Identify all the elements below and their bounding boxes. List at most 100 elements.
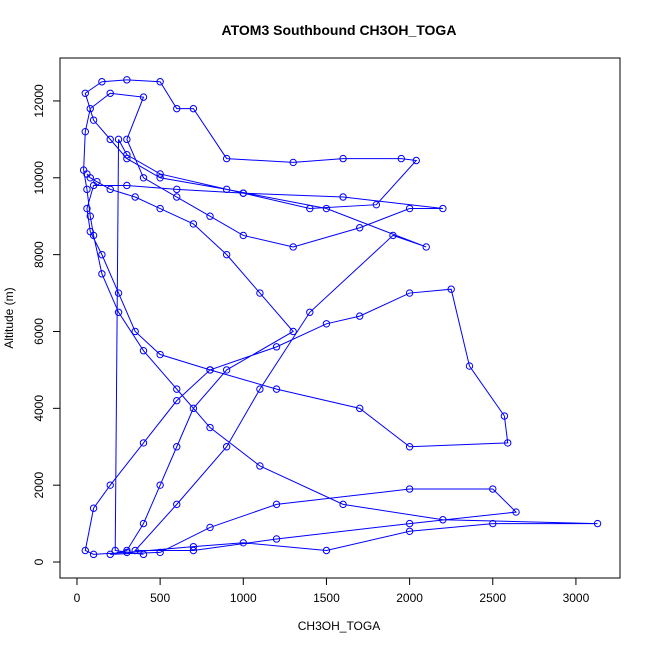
data-point <box>106 185 114 194</box>
data-point <box>173 385 181 393</box>
data-point <box>98 78 106 86</box>
data-point <box>139 346 148 355</box>
data-point <box>156 548 164 557</box>
data-point <box>123 151 131 159</box>
data-point <box>322 546 331 555</box>
data-point <box>439 204 447 213</box>
y-tick-label: 8000 <box>32 241 46 268</box>
data-point <box>405 289 414 297</box>
data-point <box>79 166 88 174</box>
data-point <box>83 204 91 213</box>
data-point <box>173 396 181 405</box>
data-point <box>222 366 231 374</box>
data-point <box>405 204 414 213</box>
data-point <box>289 327 297 336</box>
x-tick-label: 3000 <box>563 591 590 605</box>
data-point <box>593 519 602 528</box>
data-point <box>111 546 119 555</box>
data-point <box>156 78 164 86</box>
data-point <box>222 443 231 451</box>
data-point <box>339 193 347 201</box>
data-point <box>173 500 181 509</box>
data-point <box>206 523 214 532</box>
y-tick-label: 6000 <box>32 318 46 345</box>
data-point <box>156 170 164 178</box>
data-point <box>504 439 512 447</box>
data-point <box>123 154 131 163</box>
y-tick-label: 10000 <box>32 161 46 195</box>
data-point <box>86 104 94 113</box>
data-point <box>289 243 297 251</box>
data-point <box>339 500 347 509</box>
data-point <box>156 481 164 489</box>
data-point <box>289 158 297 167</box>
data-point <box>173 193 181 201</box>
data-point <box>83 185 91 194</box>
data-point <box>389 231 397 240</box>
data-point <box>139 519 148 528</box>
data-point <box>339 154 347 163</box>
data-point <box>306 308 314 316</box>
data-point <box>89 550 98 559</box>
data-point <box>405 519 414 528</box>
data-point <box>131 546 139 555</box>
data-point <box>256 385 264 393</box>
data-point <box>106 550 114 559</box>
data-point <box>465 362 474 370</box>
data-point <box>173 443 181 451</box>
data-point <box>89 181 98 190</box>
x-tick-label: 2000 <box>396 591 423 605</box>
data-point <box>272 535 281 543</box>
data-point <box>114 289 123 297</box>
data-point <box>86 212 94 220</box>
data-point <box>123 135 131 144</box>
data-point <box>206 423 214 432</box>
data-point <box>81 546 89 555</box>
data-point <box>256 289 264 297</box>
data-point <box>239 231 247 240</box>
data-point <box>206 366 214 374</box>
data-point <box>89 116 98 124</box>
data-point <box>123 181 131 190</box>
data-point <box>106 481 114 489</box>
x-tick-label: 2500 <box>479 591 506 605</box>
data-point <box>447 285 455 293</box>
x-axis-label: CH3OH_TOGA <box>298 619 380 633</box>
data-point <box>189 542 198 551</box>
plot-frame <box>59 57 621 579</box>
data-point <box>405 443 414 451</box>
data-point <box>106 135 114 144</box>
data-point <box>139 174 148 182</box>
data-point <box>422 243 430 251</box>
data-point <box>156 174 164 182</box>
data-point <box>81 89 89 97</box>
data-point <box>98 270 106 278</box>
y-tick-label: 12000 <box>32 84 46 118</box>
data-point <box>256 462 264 470</box>
data-point <box>356 404 364 413</box>
data-point <box>189 220 198 228</box>
data-point <box>106 89 114 97</box>
data-point <box>272 500 281 509</box>
data-point <box>306 204 314 213</box>
data-point <box>489 519 497 528</box>
data-point <box>173 185 181 194</box>
data-point <box>356 224 364 232</box>
data-point <box>156 350 164 359</box>
data-point <box>89 231 98 240</box>
data-point <box>322 320 331 328</box>
chart-title: ATOM3 Southbound CH3OH_TOGA <box>222 22 457 38</box>
data-point <box>239 189 247 197</box>
x-tick-label: 0 <box>74 591 81 605</box>
data-point <box>397 154 405 163</box>
data-point <box>86 174 94 182</box>
data-point <box>222 154 231 163</box>
data-point <box>439 516 447 524</box>
data-point <box>123 548 131 557</box>
data-point <box>123 76 131 84</box>
data-point <box>139 93 148 101</box>
x-tick-label: 500 <box>150 591 170 605</box>
data-point <box>272 385 281 393</box>
data-point <box>131 327 139 336</box>
y-tick-label: 2000 <box>32 472 46 499</box>
